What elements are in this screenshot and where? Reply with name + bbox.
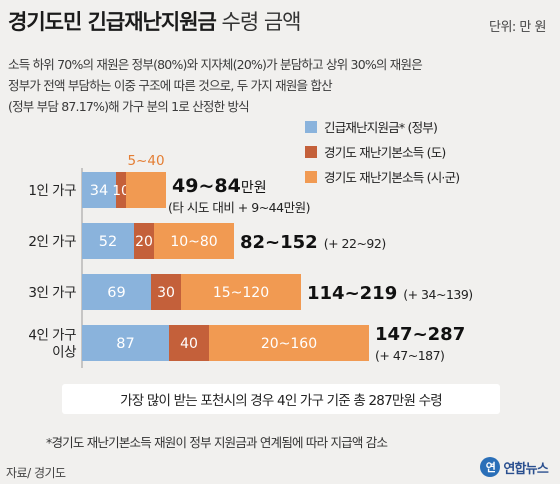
bar-label-2-1: 30	[157, 285, 175, 301]
legend-label-1: 경기도 재난기본소득 (도)	[324, 145, 446, 160]
total-label-2: 114~219	[307, 283, 397, 304]
unit-label: 단위: 만 원	[489, 20, 547, 35]
brand-name: 연합뉴스	[503, 461, 548, 477]
bar-label-3-0: 87	[116, 336, 134, 352]
extra-label-3: (+ 47~187)	[375, 348, 444, 363]
bar-label-0-2: 5~40	[127, 153, 164, 169]
category-label-3: 4인 가구	[28, 328, 76, 344]
title-main: 경기도민 긴급재난지원금	[8, 10, 217, 34]
page-title: 경기도민 긴급재난지원금 수령 금액	[8, 6, 301, 36]
bar-label-0-1: 10	[112, 183, 129, 199]
bar-label-1-2: 10~80	[170, 234, 217, 250]
bar-1-2	[154, 223, 234, 259]
bar-1-1	[134, 223, 154, 259]
legend-item-2: 경기도 재난기본소득 (시·군)	[305, 164, 460, 189]
bar-label-2-0: 69	[107, 285, 125, 301]
bar-2-0	[82, 274, 151, 310]
summary-text: 가장 많이 받는 포천시의 경우 4인 가구 기준 총 287만원 수령	[120, 393, 443, 409]
bar-0-1	[116, 172, 126, 208]
legend-swatch-1	[305, 145, 317, 158]
total-value-0: 49~84	[172, 175, 241, 197]
chart-note: 소득 하위 70%의 재원은 정부(80%)와 지자체(20%)가 분담하고 상…	[8, 54, 553, 117]
note-line-1: 소득 하위 70%의 재원은 정부(80%)와 지자체(20%)가 분담하고 상…	[8, 57, 423, 72]
bar-0-2	[126, 172, 166, 208]
legend-label-0: 긴급재난지원금* (정부)	[324, 120, 438, 135]
bar-3-0	[82, 325, 169, 361]
note-line-2: 정부가 전액 부담하는 이중 구조에 따른 것으로, 두 가지 재원을 합산	[8, 78, 333, 93]
category-label-2: 3인 가구	[28, 285, 76, 301]
bar-1-0	[82, 223, 134, 259]
brand-badge-icon: 연	[480, 457, 501, 477]
legend-label-2: 경기도 재난기본소득 (시·군)	[324, 170, 460, 185]
note-line-3: (정부 부담 87.17%)해 가구 분의 1로 산정한 방식	[8, 99, 250, 114]
extra-label-0: (타 시도 대비 + 9~44만원)	[168, 200, 310, 215]
title-sub: 수령 금액	[221, 10, 302, 34]
extra-label-2: (+ 34~139)	[403, 287, 472, 302]
extra-label-1: (+ 22~92)	[324, 236, 386, 251]
total-label-1: 82~152	[240, 232, 318, 253]
footnote: *경기도 재난기본소득 재원이 정부 지원금과 연계됨에 따라 지급액 감소	[46, 435, 388, 450]
bar-3-2	[209, 325, 369, 361]
bar-3-1	[169, 325, 209, 361]
category-label-3-line1: 이상	[52, 345, 76, 361]
bar-label-3-1: 40	[180, 336, 198, 352]
brand-logo: 연 연합뉴스	[480, 457, 549, 477]
source-label: 자료/ 경기도	[6, 466, 66, 480]
legend-item-1: 경기도 재난기본소득 (도)	[305, 139, 459, 164]
bar-label-2-2: 15~120	[213, 285, 269, 301]
summary-box: 가장 많이 받는 포천시의 경우 4인 가구 기준 총 287만원 수령	[62, 384, 500, 414]
bar-2-1	[151, 274, 181, 310]
legend-swatch-0	[305, 120, 317, 133]
bar-2-2	[181, 274, 301, 310]
bar-label-1-1: 20	[135, 234, 153, 250]
total-label-0: 49~84만원	[172, 175, 267, 197]
total-unit-0: 만원	[241, 180, 267, 196]
bar-label-3-2: 20~160	[261, 336, 317, 352]
bar-label-1-0: 52	[99, 234, 117, 250]
chart-legend: 긴급재난지원금* (정부) 경기도 재난기본소득 (도) 경기도 재난기본소득 (시…	[305, 114, 460, 189]
legend-swatch-2	[305, 170, 317, 183]
bar-label-0-0: 34	[90, 183, 108, 199]
stacked-bar-chart: 1인 가구 34 10 5~40 49~84만원 (타 시도 대비 + 9~44만원) 2인…	[28, 153, 473, 368]
category-label-1: 2인 가구	[28, 234, 76, 250]
category-label-0: 1인 가구	[28, 183, 76, 199]
legend-item-0: 긴급재난지원금* (정부)	[305, 114, 459, 139]
total-label-3: 147~287	[375, 324, 465, 345]
bar-0-0	[82, 172, 116, 208]
